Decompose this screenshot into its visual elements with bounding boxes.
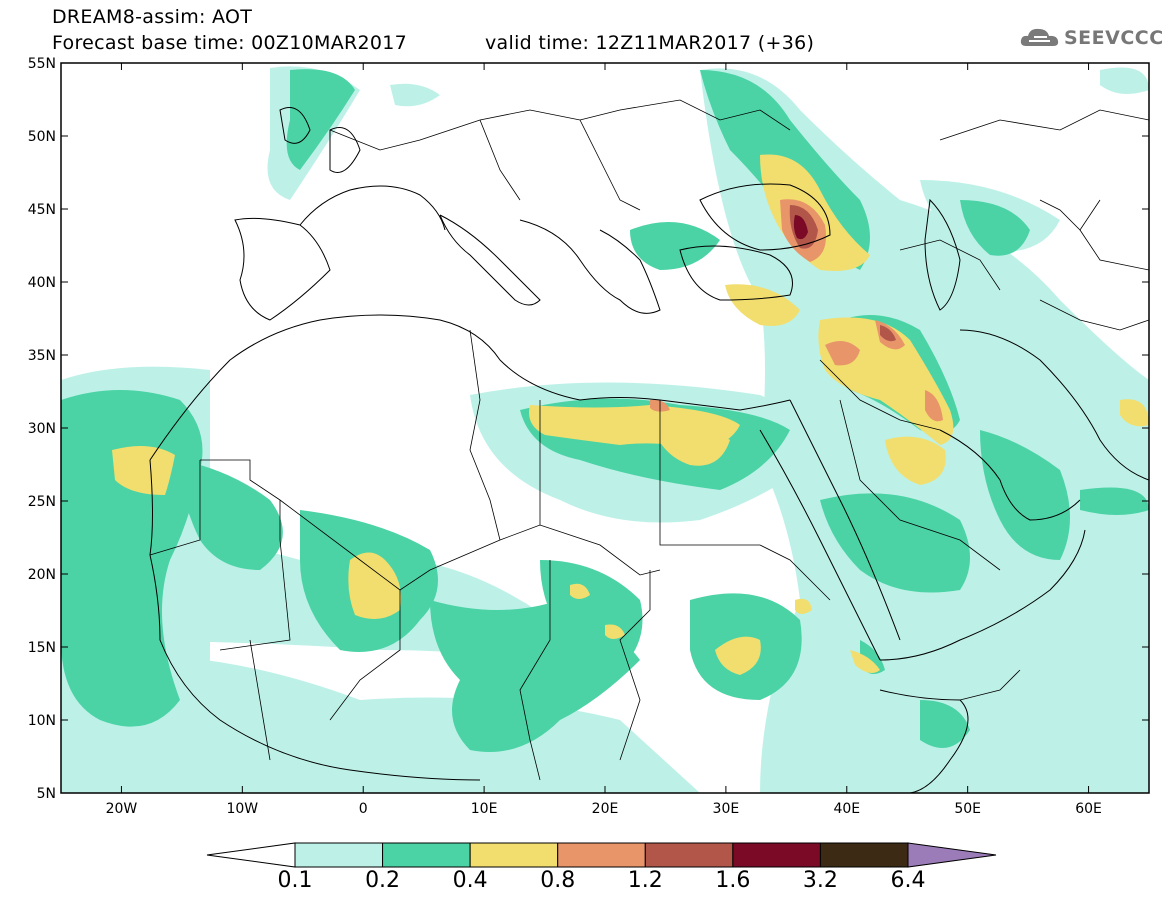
- colorbar-label: 0.8: [540, 868, 576, 893]
- lat-label: 15N: [28, 640, 56, 656]
- colorbar-label: 3.2: [802, 868, 838, 893]
- lat-label: 25N: [28, 494, 56, 510]
- logo-text: SEEVCCC: [1064, 27, 1164, 49]
- colorbar-label: 1.6: [715, 868, 751, 893]
- title-line-1: DREAM8-assim: AOT: [52, 6, 253, 28]
- colorbar-label: 0.4: [452, 868, 488, 893]
- colorbar-segment: [732, 842, 821, 868]
- aot-field: [61, 66, 1149, 793]
- lat-label: 5N: [37, 786, 56, 802]
- cloud-icon: [1020, 28, 1059, 46]
- colorbar-segment: [382, 842, 471, 868]
- lon-label: 50E: [954, 801, 981, 817]
- lon-axis: 20W 10W 0 10E 20E 30E 40E 50E 60E: [106, 63, 1102, 817]
- colorbar-segment: [294, 842, 384, 868]
- colorbar-segment: [469, 842, 559, 868]
- lat-label: 20N: [28, 567, 56, 583]
- colorbar-segment: [557, 842, 646, 868]
- colorbar-segment: [819, 842, 909, 868]
- colorbar-label: 1.2: [627, 868, 663, 893]
- lat-label: 35N: [28, 348, 56, 364]
- colorbar-segment: [907, 842, 997, 868]
- colorbar-segment: [644, 842, 734, 868]
- lon-label: 30E: [713, 801, 740, 817]
- lat-label: 50N: [28, 129, 56, 145]
- colorbar-segment: [206, 842, 296, 868]
- colorbar-label: 0.1: [277, 868, 313, 893]
- country-borders: [149, 99, 1149, 781]
- lat-axis: 55N 50N 45N 40N 35N 30N 25N 20N 15N 10N 5N: [28, 56, 1149, 802]
- title-line-2: Forecast base time: 00Z10MAR2017: [52, 32, 408, 54]
- lon-label: 20E: [592, 801, 619, 817]
- colorbar-label: 6.4: [890, 868, 926, 893]
- lon-label: 0: [359, 801, 368, 817]
- lon-label: 40E: [833, 801, 860, 817]
- aot-level-1-6: [793, 215, 808, 240]
- coastlines: [149, 107, 1149, 793]
- lat-label: 55N: [28, 56, 56, 72]
- lat-label: 45N: [28, 202, 56, 218]
- lon-label: 60E: [1075, 801, 1102, 817]
- lon-label: 10W: [226, 801, 258, 817]
- lat-label: 10N: [28, 713, 56, 729]
- lon-label: 20W: [106, 801, 138, 817]
- lat-label: 40N: [28, 275, 56, 291]
- lat-label: 30N: [28, 421, 56, 437]
- title-line-3: valid time: 12Z11MAR2017 (+36): [485, 32, 815, 54]
- lon-label: 10E: [471, 801, 498, 817]
- colorbar-label: 0.2: [365, 868, 401, 893]
